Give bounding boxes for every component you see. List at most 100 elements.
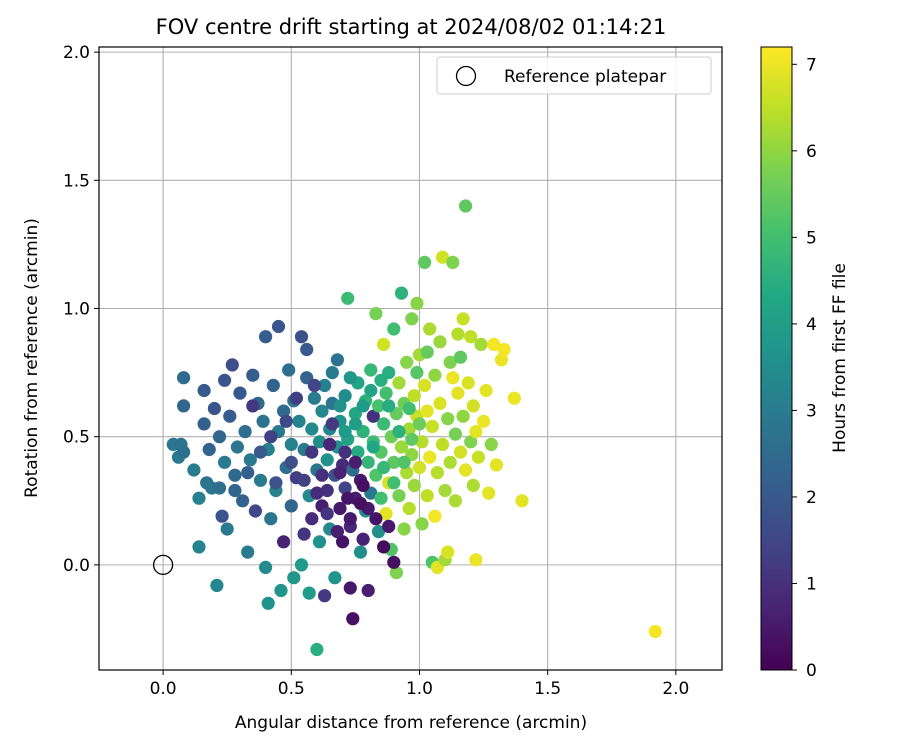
data-point: [382, 519, 396, 534]
data-point: [348, 417, 362, 431]
data-point: [433, 396, 447, 410]
data-point: [256, 414, 270, 428]
reference-marker-layer: [152, 554, 174, 576]
data-point: [425, 419, 439, 433]
data-point: [287, 571, 301, 585]
data-point: [402, 422, 416, 436]
data-point: [320, 453, 334, 467]
data-point: [479, 383, 493, 398]
data-point: [241, 545, 255, 559]
colorbar-tick-label: 1: [806, 574, 817, 594]
y-tick-label: 1.0: [63, 300, 90, 320]
data-point: [369, 512, 383, 526]
data-point: [446, 255, 460, 269]
data-point: [482, 486, 496, 500]
data-point: [177, 371, 191, 385]
data-point: [266, 378, 280, 392]
data-point: [474, 337, 488, 351]
data-point: [338, 425, 352, 439]
x-tick-label: 0.0: [150, 679, 177, 699]
data-point: [318, 378, 332, 392]
data-point: [412, 417, 427, 431]
colorbar-tick-label: 6: [806, 142, 817, 162]
data-point: [377, 417, 391, 431]
data-point: [300, 342, 314, 357]
colorbar-tick-label: 7: [806, 55, 817, 75]
colorbar-tick-label: 2: [806, 488, 817, 508]
data-point: [377, 337, 391, 351]
data-point: [448, 427, 462, 441]
data-point: [477, 414, 491, 428]
data-point: [394, 286, 409, 300]
x-tick-label: 0.5: [278, 679, 305, 699]
data-point: [346, 612, 360, 626]
data-point: [307, 391, 321, 405]
data-point: [279, 414, 293, 428]
data-point: [456, 312, 470, 326]
data-point: [294, 330, 309, 344]
data-point: [351, 445, 365, 459]
colorbar-label: Hours from first FF file: [830, 263, 850, 453]
data-point: [356, 399, 370, 413]
data-point: [423, 450, 437, 464]
data-point: [333, 466, 347, 480]
data-point: [423, 322, 437, 336]
data-point: [353, 496, 368, 510]
data-point: [428, 368, 442, 382]
data-point: [328, 571, 342, 585]
data-point: [448, 494, 462, 508]
data-point: [410, 296, 424, 310]
data-point: [330, 353, 344, 367]
data-point: [412, 460, 427, 475]
data-point: [374, 491, 388, 505]
data-point: [402, 401, 416, 416]
data-point: [284, 499, 298, 513]
data-point: [453, 445, 468, 459]
data-point: [305, 445, 319, 459]
data-point: [271, 319, 286, 334]
data-point: [197, 417, 211, 431]
data-point: [471, 450, 485, 464]
data-point: [418, 255, 432, 269]
data-point: [441, 545, 455, 559]
legend-box: [436, 56, 712, 95]
data-point: [392, 376, 406, 390]
data-point: [192, 540, 206, 554]
y-tick-label: 1.5: [63, 171, 90, 191]
data-point: [315, 404, 329, 418]
data-point: [451, 386, 465, 400]
data-point: [177, 399, 191, 413]
data-point: [418, 378, 432, 392]
x-axis-ticks: 0.0 0.5 1.0 1.5 2.0: [150, 670, 689, 699]
data-point: [305, 422, 319, 436]
data-point: [302, 586, 316, 600]
data-point: [197, 383, 211, 398]
data-point: [325, 366, 339, 380]
legend-label-reference: Reference platepar: [504, 67, 666, 87]
data-point: [261, 596, 275, 610]
data-point: [210, 578, 224, 593]
colorbar-tick-label: 4: [806, 315, 817, 335]
data-point: [320, 483, 334, 498]
data-point: [369, 307, 383, 321]
data-point: [387, 476, 401, 490]
data-point: [248, 504, 262, 518]
data-point: [441, 412, 455, 426]
grid-lines: [99, 47, 722, 670]
data-point: [218, 455, 232, 469]
data-point: [461, 376, 475, 390]
data-point: [233, 386, 247, 400]
x-tick-label: 2.0: [662, 679, 689, 699]
data-point: [318, 589, 332, 603]
y-axis-label: Rotation from reference (arcmin): [22, 218, 42, 498]
data-point: [312, 535, 327, 549]
data-point: [453, 350, 468, 364]
data-point: [407, 478, 421, 492]
data-point: [297, 527, 311, 541]
data-point: [177, 445, 191, 459]
plot-frame: [98, 46, 723, 671]
data-point: [336, 535, 350, 549]
data-point: [464, 435, 478, 449]
data-point: [371, 399, 386, 413]
